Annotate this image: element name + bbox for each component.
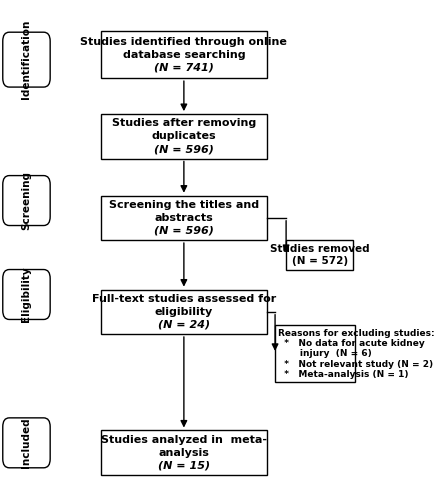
FancyBboxPatch shape <box>3 176 50 226</box>
Text: analysis: analysis <box>158 448 210 458</box>
Text: Studies analyzed in  meta-: Studies analyzed in meta- <box>101 434 267 444</box>
Text: database searching: database searching <box>122 50 245 59</box>
FancyBboxPatch shape <box>3 418 50 468</box>
FancyBboxPatch shape <box>101 196 267 240</box>
Text: Full-text studies assessed for: Full-text studies assessed for <box>92 294 276 304</box>
Text: *   No data for acute kidney: * No data for acute kidney <box>278 339 425 348</box>
Text: (N = 24): (N = 24) <box>158 320 210 330</box>
Text: duplicates: duplicates <box>152 132 216 141</box>
Text: (N = 15): (N = 15) <box>158 461 210 471</box>
Text: injury  (N = 6): injury (N = 6) <box>278 350 372 358</box>
Text: eligibility: eligibility <box>155 307 213 317</box>
Text: *   Meta-analysis (N = 1): * Meta-analysis (N = 1) <box>278 370 408 379</box>
Text: Studies identified through online: Studies identified through online <box>80 36 287 46</box>
Text: Reasons for excluding studies:: Reasons for excluding studies: <box>278 329 434 338</box>
Text: Identification: Identification <box>22 20 31 100</box>
FancyBboxPatch shape <box>286 240 353 270</box>
Text: Studies after removing: Studies after removing <box>112 118 256 128</box>
Text: Studies removed: Studies removed <box>270 244 370 254</box>
Text: abstracts: abstracts <box>155 213 213 223</box>
Text: Included: Included <box>22 418 31 468</box>
Text: Screening the titles and: Screening the titles and <box>109 200 259 210</box>
FancyBboxPatch shape <box>101 290 267 334</box>
Text: Eligibility: Eligibility <box>22 266 31 322</box>
Text: *   Not relevant study (N = 2): * Not relevant study (N = 2) <box>278 360 433 368</box>
Text: (N = 596): (N = 596) <box>154 144 214 154</box>
FancyBboxPatch shape <box>101 430 267 475</box>
FancyBboxPatch shape <box>3 270 50 320</box>
FancyBboxPatch shape <box>101 31 267 78</box>
Text: (N = 741): (N = 741) <box>154 62 214 72</box>
FancyBboxPatch shape <box>101 114 267 158</box>
Text: (N = 596): (N = 596) <box>154 226 214 236</box>
FancyBboxPatch shape <box>3 32 50 87</box>
Text: (N = 572): (N = 572) <box>292 256 348 266</box>
Text: Screening: Screening <box>22 171 31 230</box>
FancyBboxPatch shape <box>275 326 354 382</box>
